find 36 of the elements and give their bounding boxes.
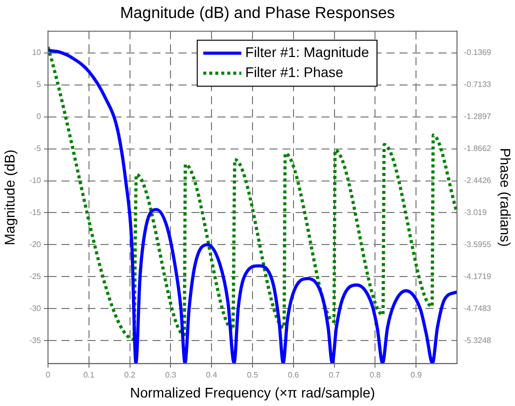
x-tick-label: 0.7 [328,370,340,380]
y-tick-label: -10 [29,176,42,185]
y-tick-label: 0 [36,112,42,122]
y2-tick-label: -5.3248 [464,336,492,345]
y2-tick-label: -2.4426 [464,176,492,185]
chart-title: Magnitude (dB) and Phase Responses [120,5,395,22]
x-tick-label: 0.1 [83,370,96,380]
y-tick-label: -20 [29,240,42,249]
y2-tick-label: -4.7483 [464,304,492,313]
y2-tick-label: -1.2897 [464,112,492,122]
x-tick-label: 0.5 [246,370,259,380]
x-tick-label: 0.8 [370,370,382,380]
y-tick-label: -15 [29,208,42,217]
y-tick-label: -35 [29,336,42,345]
y2-tick-label: -0.7133 [464,80,492,90]
y2-tick-label: -1.8662 [464,144,492,154]
y-axis-title: Magnitude (dB) [1,150,18,246]
y2-tick-label: -0.1369 [464,48,492,58]
y-tick-label: 10 [32,48,42,58]
legend-label: Filter #1: Magnitude [245,44,370,60]
x-tick-label: 0.3 [165,370,177,380]
x-tick-label: 0.9 [410,370,422,380]
y2-axis-title: Phase (radians) [498,148,514,247]
y2-tick-label: -3.019 [464,208,488,217]
legend-label: Filter #1: Phase [245,64,344,80]
y-tick-label: -5 [34,144,42,154]
y-tick-label: -25 [29,272,42,281]
x-tick-label: 0.6 [288,370,300,380]
x-tick-label: 0.2 [124,370,136,380]
x-axis-title: Normalized Frequency (×π rad/sample) [130,384,376,400]
y2-tick-label: -3.5955 [464,240,492,249]
x-tick-label: 0 [46,370,51,380]
y2-tick-label: -4.1719 [464,272,492,281]
x-tick-label: 0.4 [206,370,218,380]
y-tick-label: 5 [36,80,42,90]
y-tick-label: -30 [29,304,42,313]
